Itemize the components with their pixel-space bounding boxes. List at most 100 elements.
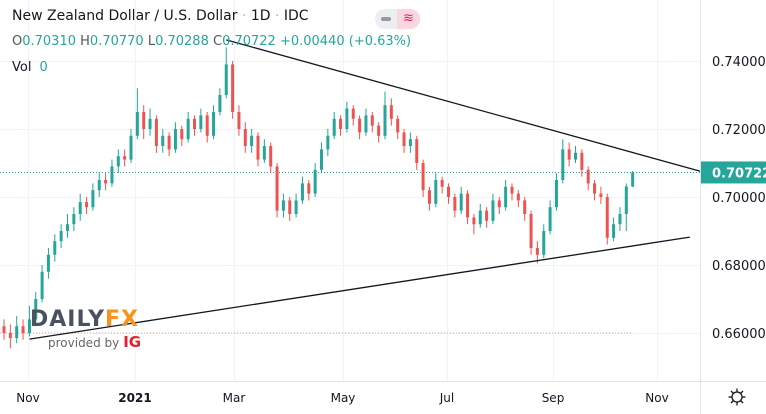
candle-down (535, 248, 539, 255)
y-tick-label: 0.72000 (712, 123, 766, 138)
candle-up (250, 135, 254, 146)
y-tick-label: 0.66000 (712, 327, 766, 342)
candle-up (332, 118, 336, 136)
candle-up (548, 207, 552, 231)
x-tick-label: Nov (16, 391, 39, 405)
candle-down (516, 193, 520, 201)
candle-down (358, 118, 362, 133)
candle-down (567, 149, 571, 160)
candle-up (491, 200, 495, 221)
close-label: C (212, 34, 223, 49)
volume-value: 0 (39, 60, 48, 75)
provided-by: provided by IG (48, 333, 141, 351)
candle-down (85, 202, 89, 208)
candle-down (205, 115, 209, 136)
candle-up (345, 108, 349, 129)
candle-up (129, 135, 133, 160)
candle-up (504, 186, 508, 208)
time-axis[interactable]: Nov 2021 Mar May Jul Sep Nov (16, 391, 668, 405)
candle-up (631, 172, 635, 187)
trendline-lower[interactable] (29, 236, 690, 340)
candle-up (78, 202, 82, 214)
candle-up (612, 224, 616, 238)
candle-up (116, 156, 120, 167)
candle-up (173, 129, 177, 150)
candle-up (408, 139, 412, 146)
candle-down (21, 326, 25, 333)
candle-down (370, 115, 374, 126)
candle-down (605, 197, 609, 238)
last-price-label-bg (701, 161, 766, 184)
ig-logo: IG (123, 333, 142, 351)
candle-down (586, 169, 590, 184)
candle-down (523, 200, 527, 214)
candle-up (199, 115, 203, 129)
candle-down (466, 193, 470, 218)
volume-legend: Vol 0 (12, 60, 48, 75)
x-tick-label: 2021 (118, 391, 151, 405)
provided-by-text: provided by (48, 336, 120, 350)
candle-up (135, 112, 139, 136)
ohlc-values: O0.70310 H0.70770 L0.70288 C0.70722 +0.0… (12, 34, 411, 49)
minus-icon[interactable] (375, 9, 397, 29)
candle-up (34, 299, 38, 320)
candle-down (8, 333, 12, 339)
data-source: IDC (283, 8, 309, 24)
candle-down (275, 166, 279, 211)
candle-up (97, 180, 101, 191)
candles (2, 47, 635, 349)
candle-down (427, 190, 431, 204)
candle-up (27, 319, 31, 333)
y-tick-label: 0.74000 (712, 55, 766, 70)
symbol-name: New Zealand Dollar / U.S. Dollar (12, 8, 238, 24)
price-axis[interactable]: 0.74000 0.72000 0.70000 0.68000 0.66000 0.707… (701, 55, 766, 342)
candle-down (447, 186, 450, 197)
candle-up (40, 271, 44, 299)
trendline-upper[interactable] (226, 39, 703, 173)
x-tick-label: May (331, 391, 356, 405)
candle-up (542, 231, 546, 255)
candle-down (497, 200, 501, 208)
dailyfx-logo: DAILYFX (30, 307, 139, 332)
symbol-legend[interactable]: New Zealand Dollar / U.S. Dollar · 1D · … (12, 8, 309, 24)
candle-down (510, 186, 514, 194)
candle-up (212, 112, 216, 136)
candle-up (281, 200, 285, 211)
close-value: 0.70722 (222, 34, 276, 49)
candle-down (580, 152, 584, 170)
y-tick-label: 0.68000 (712, 259, 766, 274)
candle-up (300, 183, 304, 201)
candle-down (402, 132, 406, 146)
candle-down (2, 326, 6, 333)
y-tick-label: 0.70000 (712, 191, 766, 206)
open-value: 0.70310 (22, 34, 76, 49)
candle-up (364, 115, 368, 133)
candle-down (440, 180, 444, 187)
trendlines[interactable] (29, 39, 703, 340)
candle-down (593, 183, 597, 194)
gear-icon[interactable] (728, 388, 746, 406)
candle-down (243, 129, 247, 146)
approx-icon[interactable]: ≋ (397, 9, 420, 29)
candle-up (574, 152, 577, 160)
candle-down (599, 193, 603, 197)
candle-down (472, 217, 476, 225)
candle-down (231, 64, 235, 112)
candle-up (59, 231, 63, 242)
candle-down (453, 197, 457, 211)
low-label: L (147, 34, 156, 49)
candle-down (193, 118, 196, 129)
candle-up (224, 64, 228, 95)
candle-up (15, 326, 19, 339)
high-label: H (80, 34, 90, 49)
candle-up (459, 193, 463, 211)
candle-down (123, 156, 127, 160)
candle-down (485, 210, 489, 221)
candle-up (326, 135, 330, 150)
interval: 1D (250, 8, 271, 24)
candle-down (351, 108, 355, 119)
candle-up (320, 149, 323, 170)
x-tick-label: Sep (542, 391, 565, 405)
chart-style-toggle[interactable]: ≋ (375, 9, 420, 29)
